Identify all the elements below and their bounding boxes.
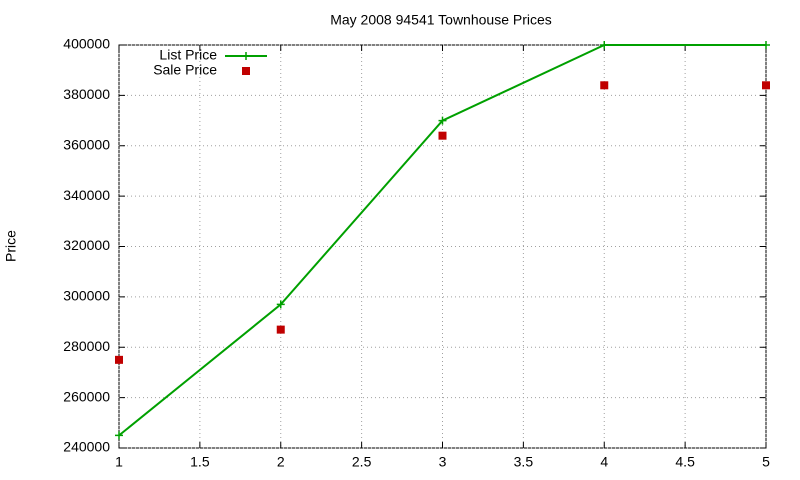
y-tick-label: 260000 [63,388,110,404]
point-marker [438,116,447,125]
point-marker [600,41,609,49]
x-tick-label: 4.5 [675,454,695,470]
x-tick-label: 1 [115,454,123,470]
legend-label: Sale Price [153,62,217,78]
y-tick-label: 400000 [63,36,110,52]
x-tick-label: 3 [439,454,447,470]
x-tick-label: 3.5 [514,454,534,470]
point-marker [762,81,770,90]
point-marker [115,355,123,364]
y-tick-label: 300000 [63,288,110,304]
chart-title: May 2008 94541 Townhouse Prices [330,12,552,28]
point-marker [600,81,609,90]
y-tick-label: 380000 [63,86,110,102]
x-tick-label: 2.5 [352,454,372,470]
y-tick-label: 240000 [63,439,110,455]
legend-marker [242,67,250,75]
x-tick-label: 4 [600,454,608,470]
y-tick-label: 280000 [63,338,110,354]
legend-label: List Price [159,47,217,63]
point-marker [438,131,447,140]
point-marker [115,431,123,440]
y-tick-label: 340000 [63,187,110,203]
y-tick-label: 320000 [63,237,110,253]
point-marker [276,325,285,334]
series-line [118,44,766,437]
y-tick-label: 360000 [63,136,110,152]
x-tick-label: 5 [762,454,770,470]
x-tick-label: 2 [277,454,285,470]
point-marker [762,41,770,49]
point-marker [276,300,285,309]
legend-marker [242,52,250,60]
y-axis-label: Price [3,230,19,262]
x-tick-label: 1.5 [190,454,210,470]
